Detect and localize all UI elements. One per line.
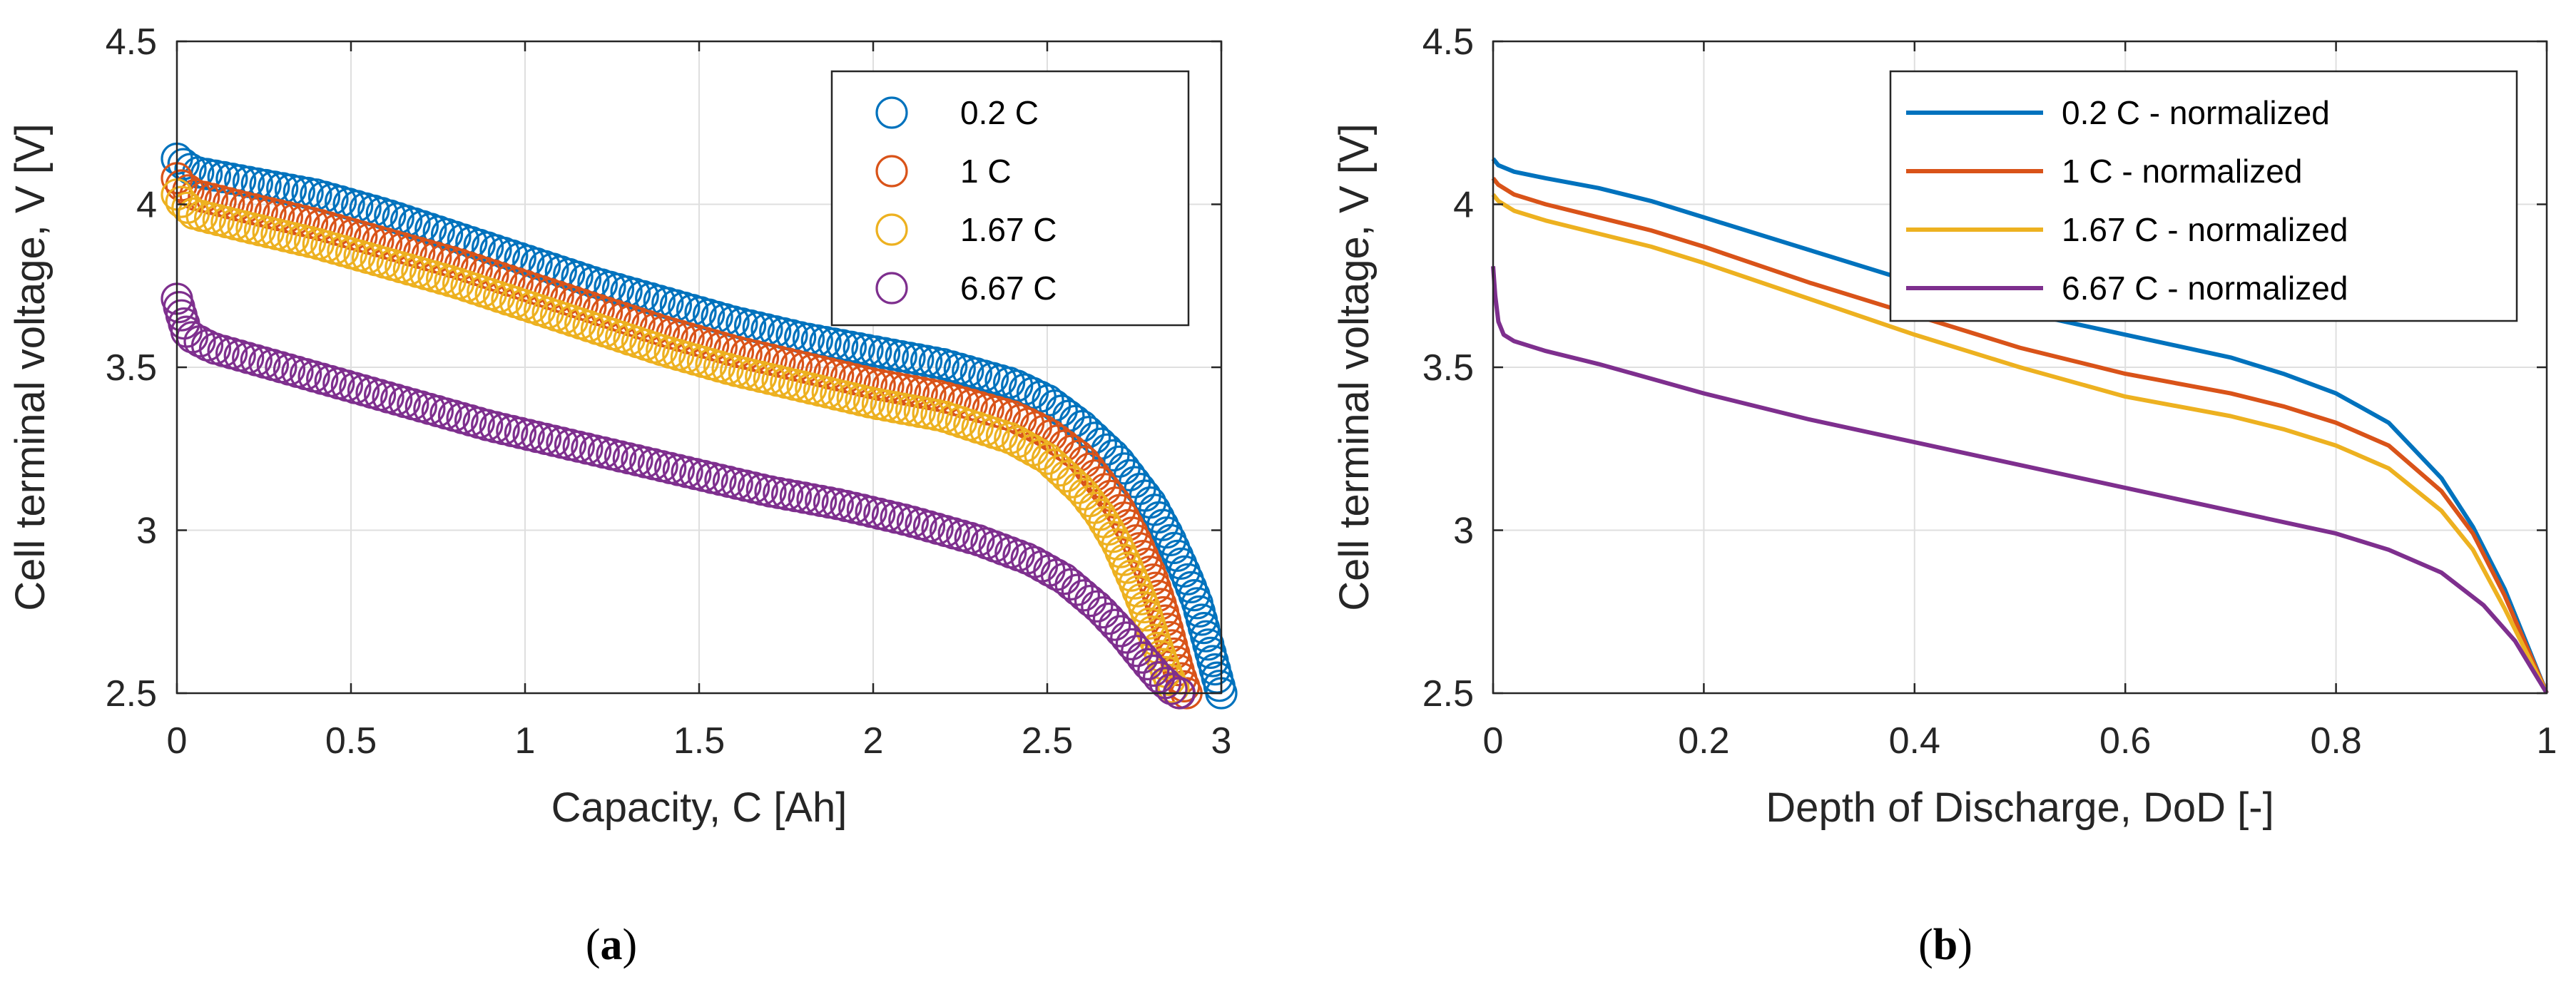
legend-marker (875, 155, 908, 188)
data-point (1056, 466, 1089, 498)
legend-item: 1 C (875, 153, 1012, 190)
x-tick-label: 0 (1483, 720, 1504, 762)
x-tick-label: 0.4 (1889, 720, 1940, 762)
series-line-1-c-normalized (1491, 177, 2549, 695)
legend-item: 6.67 C (875, 270, 1057, 307)
panel-caption: (b) (1918, 921, 1972, 969)
caption-close-paren: ) (1958, 921, 1972, 969)
data-point (1137, 654, 1170, 687)
legend-item: 0.2 C (875, 94, 1039, 131)
x-tick-label: 0 (167, 720, 188, 762)
series-line-0-2-c-normalized (1491, 157, 2549, 695)
x-tick-label: 3 (1211, 720, 1232, 762)
x-tick-label: 0.6 (2099, 720, 2151, 762)
y-axis-label: Cell terminal voltage, V [V] (7, 123, 54, 610)
legend-item: 0.2 C - normalized (1906, 94, 2330, 131)
legend-label: 1.67 C - normalized (2062, 211, 2348, 248)
y-tick-label: 4 (1453, 185, 1474, 226)
legend-box (830, 70, 1190, 327)
y-tick-label: 3.5 (1422, 347, 1474, 389)
data-point (1150, 516, 1183, 549)
y-tick-label: 4.5 (1422, 21, 1474, 63)
caption-letter: a (601, 921, 623, 969)
y-tick-label: 2.5 (1422, 673, 1474, 715)
data-point (997, 400, 1029, 433)
legend-marker (875, 96, 908, 129)
legend-item: 1.67 C (875, 211, 1057, 248)
data-point (1081, 590, 1114, 623)
y-tick-label: 3.5 (106, 347, 157, 389)
data-point (1142, 660, 1176, 694)
panel-caption: (a) (586, 921, 637, 969)
series-layer (1491, 157, 2549, 695)
data-point (1074, 584, 1107, 618)
legend: 0.2 C - normalized 1 C - normalized 1.67 C… (1889, 70, 2518, 322)
x-axis-label: Capacity, C [Ah] (551, 784, 847, 831)
data-point (1031, 442, 1064, 475)
legend-label: 6.67 C - normalized (2062, 270, 2348, 307)
legend-label: 0.2 C - normalized (2062, 94, 2330, 131)
series-6-67-c (161, 282, 1196, 710)
legend-item: 1.67 C - normalized (1906, 211, 2348, 248)
series-line-6-67-c-normalized (1491, 266, 2549, 695)
data-point (1096, 521, 1129, 553)
data-point (1086, 596, 1119, 629)
data-point (1008, 373, 1042, 406)
data-point (1037, 448, 1070, 481)
legend-label: 6.67 C (960, 270, 1057, 307)
x-axis-label: Depth of Discharge, DoD [-] (1766, 784, 2274, 831)
x-tick-label: 1 (2537, 720, 2557, 762)
y-tick-label: 3 (1453, 511, 1474, 552)
caption-open-paren: ( (1918, 921, 1933, 969)
y-axis-label: Cell terminal voltage, V [V] (1331, 123, 1378, 610)
series-layer (161, 142, 1238, 710)
chart-a: 0 0.5 1 1.5 2 2.5 3 2.5 3 3.5 4 4.5 Capacity, C [Ah]… (7, 21, 1238, 969)
data-point (1131, 648, 1164, 681)
legend-item: 6.67 C - normalized (1906, 270, 2348, 307)
data-point (1155, 673, 1188, 705)
legend-marker (875, 272, 908, 305)
data-point (1049, 460, 1083, 493)
legend-label: 1 C (960, 153, 1012, 190)
y-tick-label: 4 (136, 185, 157, 226)
x-tick-label: 1.5 (673, 720, 725, 762)
data-point (1061, 573, 1094, 606)
x-tick-label: 0.8 (2310, 720, 2361, 762)
legend-item: 1 C - normalized (1906, 153, 2302, 190)
x-tick-label: 2.5 (1022, 720, 1073, 762)
legend-label: 0.2 C (960, 94, 1039, 131)
caption-close-paren: ) (623, 921, 638, 969)
y-tick-label: 4.5 (106, 21, 157, 63)
series-line-1-67-c-normalized (1491, 193, 2549, 695)
y-tick-label: 3 (136, 511, 157, 552)
chart-b: 0 0.2 0.4 0.6 0.8 1 2.5 3 3.5 4 4.5 Depth of Discha… (1331, 21, 2557, 969)
data-point (167, 148, 200, 180)
data-point (1062, 471, 1095, 504)
data-point (1099, 608, 1131, 641)
legend-label: 1 C - normalized (2062, 153, 2302, 190)
data-point (1126, 641, 1159, 674)
x-tick-label: 0.5 (325, 720, 377, 762)
data-point (183, 325, 216, 358)
data-point (1067, 579, 1101, 612)
x-tick-label: 0.2 (1678, 720, 1729, 762)
legend-label: 1.67 C (960, 211, 1057, 248)
data-point (1048, 563, 1081, 595)
legend-marker (875, 213, 908, 246)
x-tick-label: 2 (863, 720, 884, 762)
legend: 0.2 C 1 C 1.67 C 6.67 C (830, 70, 1190, 327)
y-tick-label: 2.5 (106, 673, 157, 715)
data-point (1044, 454, 1076, 487)
data-point (1054, 568, 1087, 601)
data-point (1092, 602, 1126, 635)
caption-letter: b (1933, 921, 1958, 969)
data-point (1146, 508, 1179, 541)
caption-open-paren: ( (586, 921, 601, 969)
x-tick-label: 1 (515, 720, 536, 762)
data-point (1104, 615, 1137, 648)
data-point (1001, 369, 1034, 402)
